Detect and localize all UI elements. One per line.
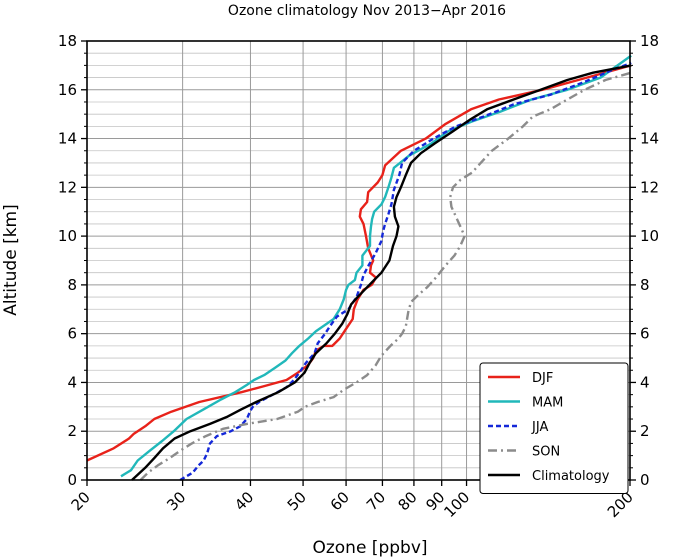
- y-tick-label-left: 14: [58, 130, 77, 148]
- x-tick-label: 80: [395, 488, 421, 514]
- series-line-jja: [179, 61, 632, 482]
- y-axis-label: Altitude [km]: [1, 204, 21, 316]
- y-tick-label-left: 8: [67, 276, 77, 294]
- y-tick-label-left: 0: [67, 471, 77, 489]
- y-tick-label-left: 16: [58, 81, 77, 99]
- y-tick-label-left: 18: [58, 32, 77, 50]
- grid: [87, 41, 630, 480]
- y-tick-label-left: 4: [67, 373, 77, 391]
- series-line-son: [139, 71, 632, 481]
- legend-box: [479, 362, 629, 494]
- x-tick-label: 70: [363, 488, 389, 514]
- y-tick-label-right: 6: [640, 325, 650, 343]
- legend: DJF MAM JJA SON Climatology: [479, 362, 629, 494]
- legend-label: DJF: [532, 371, 553, 386]
- x-axis-label: Ozone [ppbv]: [312, 538, 427, 558]
- legend-label: Climatology: [532, 469, 610, 484]
- x-tick-label: 20: [68, 488, 94, 514]
- legend-label: JJA: [531, 420, 548, 435]
- x-tick-label: 60: [327, 488, 353, 514]
- y-tick-label-left: 10: [58, 227, 77, 245]
- y-tick-label-left: 12: [58, 178, 77, 196]
- series-layer: [86, 54, 632, 482]
- series-line-climatology: [131, 64, 632, 481]
- y-tick-label-left: 6: [67, 325, 77, 343]
- y-tick-label-right: 14: [640, 130, 659, 148]
- y-tick-label-right: 18: [640, 32, 659, 50]
- y-tick-label-right: 4: [640, 373, 650, 391]
- legend-label: SON: [532, 445, 560, 460]
- x-tick-label: 50: [284, 488, 310, 514]
- y-tick-label-right: 10: [640, 227, 659, 245]
- y-tick-label-right: 0: [640, 471, 650, 489]
- x-tick-label: 40: [231, 488, 257, 514]
- y-tick-label-right: 8: [640, 276, 650, 294]
- x-tick-label: 30: [163, 488, 189, 514]
- y-tick-label-right: 12: [640, 178, 659, 196]
- y-tick-label-left: 2: [67, 422, 77, 440]
- y-tick-label-right: 16: [640, 81, 659, 99]
- legend-label: MAM: [532, 396, 563, 411]
- chart-title: Ozone climatology Nov 2013−Apr 2016: [228, 3, 506, 19]
- y-tick-label-right: 2: [640, 422, 650, 440]
- series-line-mam: [120, 54, 632, 478]
- x-tick-label: 100: [440, 488, 473, 521]
